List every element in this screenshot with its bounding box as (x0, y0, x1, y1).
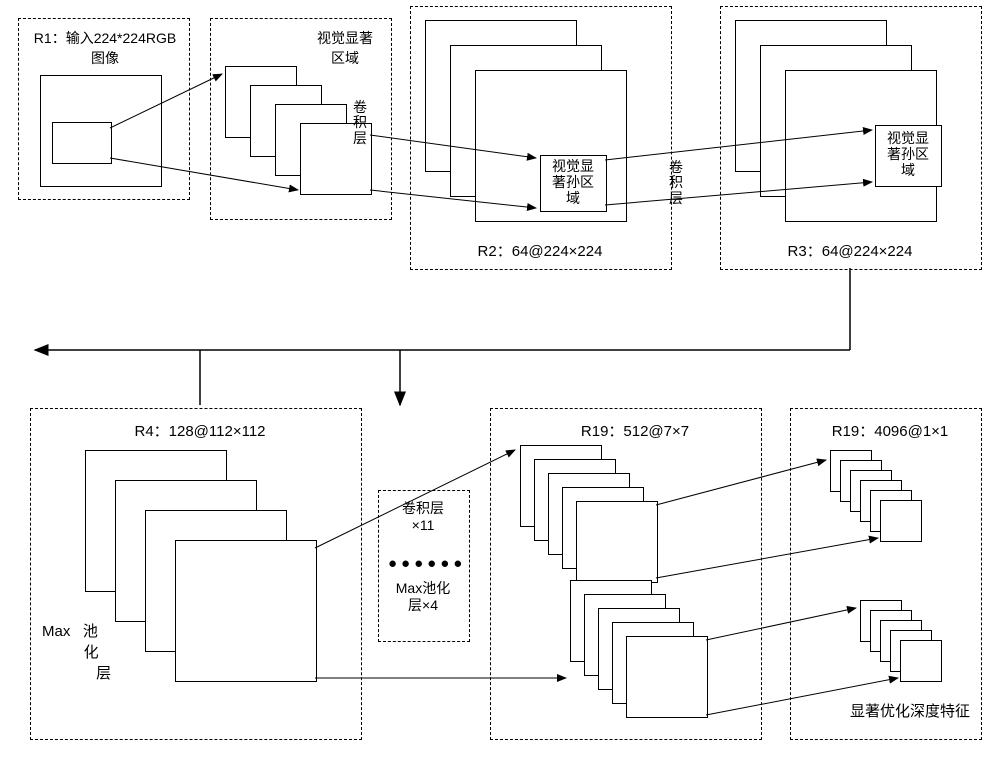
arrows-layer (0, 0, 1000, 762)
